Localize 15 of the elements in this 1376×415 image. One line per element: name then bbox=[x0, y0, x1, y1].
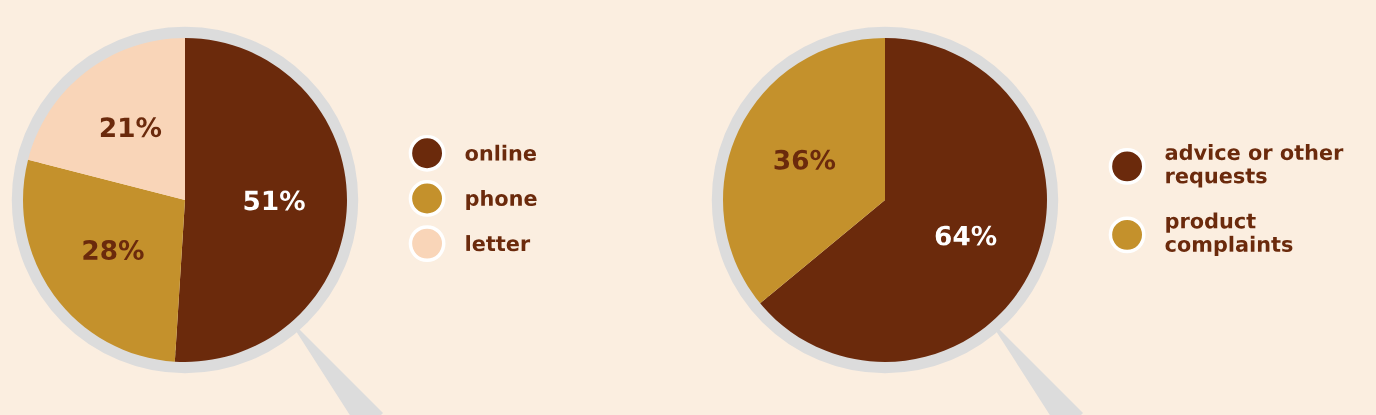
data-label: 51% bbox=[244, 190, 305, 211]
legend-label: online bbox=[465, 144, 536, 161]
data-label: 64% bbox=[935, 225, 997, 246]
legend-label: letter bbox=[466, 235, 531, 252]
pie-slice bbox=[28, 38, 185, 200]
pie-slice bbox=[174, 38, 347, 362]
pie-slice bbox=[23, 159, 185, 362]
pie-slice bbox=[723, 38, 885, 304]
data-label: 36% bbox=[774, 149, 836, 170]
data-label: 21% bbox=[100, 117, 162, 138]
legend-label: phone bbox=[466, 189, 537, 211]
legend-label: product complaints bbox=[1165, 212, 1293, 256]
data-label: 28% bbox=[83, 240, 144, 261]
pie-slice bbox=[760, 38, 1047, 362]
legend-label: advice or other requests bbox=[1165, 144, 1344, 188]
